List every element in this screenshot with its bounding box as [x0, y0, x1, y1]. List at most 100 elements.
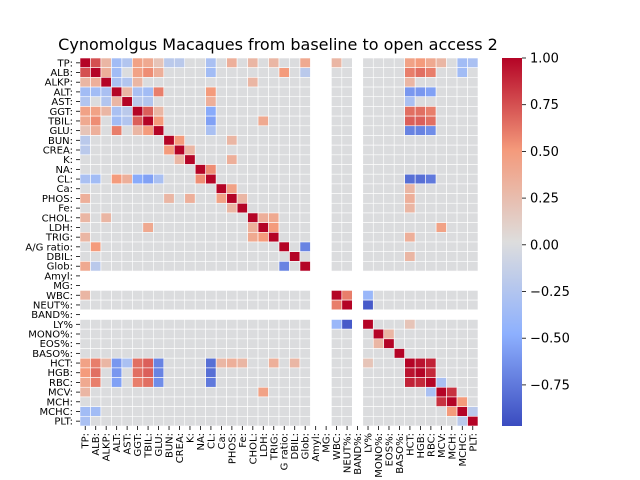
- heatmap-cell: [257, 377, 269, 388]
- heatmap-cell: [257, 367, 269, 378]
- heatmap-cell: [446, 173, 458, 185]
- heatmap-cell: [404, 183, 416, 194]
- heatmap-cell: [194, 183, 206, 194]
- heatmap-cell: [383, 144, 395, 156]
- heatmap-cell: [142, 173, 154, 185]
- heatmap-cell: [173, 154, 186, 165]
- heatmap-cell: [289, 115, 301, 127]
- heatmap-cell: [142, 77, 154, 88]
- heatmap-cell: [163, 386, 175, 398]
- heatmap-cell: [446, 396, 458, 407]
- y-tick-label: BUN:: [48, 136, 73, 147]
- heatmap-cell: [173, 164, 186, 175]
- heatmap-cell: [215, 386, 227, 398]
- heatmap-cell: [425, 67, 437, 78]
- heatmap-cell: [372, 299, 385, 311]
- heatmap-cell: [121, 202, 133, 214]
- heatmap-cell: [153, 222, 165, 233]
- heatmap-cell: [425, 261, 437, 272]
- heatmap-cell: [153, 251, 165, 262]
- heatmap-cell: [173, 106, 186, 117]
- heatmap-cell: [236, 193, 248, 204]
- heatmap-cell: [425, 212, 437, 223]
- heatmap-cell: [341, 135, 353, 146]
- heatmap-cell: [142, 193, 154, 204]
- heatmap-cell: [226, 173, 238, 185]
- heatmap-cell: [184, 348, 196, 359]
- heatmap-cell: [467, 125, 479, 136]
- heatmap-cell: [404, 125, 416, 136]
- heatmap-cell: [372, 406, 385, 417]
- heatmap-cell: [257, 202, 269, 214]
- heatmap-cell: [268, 328, 280, 340]
- heatmap-cell: [236, 164, 248, 175]
- heatmap-cell: [362, 357, 374, 369]
- heatmap-cell: [173, 232, 186, 243]
- heatmap-cell: [247, 67, 259, 78]
- heatmap-cell: [456, 386, 468, 398]
- heatmap-cell: [414, 348, 426, 359]
- heatmap-cell: [132, 106, 144, 117]
- heatmap-cell: [362, 164, 374, 175]
- heatmap-cell: [435, 386, 447, 398]
- heatmap-cell: [383, 193, 395, 204]
- heatmap-cell: [289, 357, 301, 369]
- heatmap-cell: [121, 135, 133, 146]
- heatmap-cell: [456, 348, 468, 359]
- heatmap-cell: [194, 77, 206, 88]
- heatmap-cell: [79, 416, 91, 427]
- heatmap-cell: [194, 96, 206, 107]
- heatmap-cell: [163, 86, 175, 98]
- heatmap-cell: [383, 319, 395, 330]
- heatmap-cell: [111, 338, 123, 349]
- heatmap-cell: [289, 183, 301, 194]
- heatmap-cell: [226, 261, 238, 272]
- heatmap-cell: [121, 241, 133, 252]
- heatmap-cell: [404, 193, 416, 204]
- heatmap-cell: [132, 57, 144, 68]
- heatmap-cell: [467, 96, 479, 107]
- heatmap-cell: [184, 202, 196, 214]
- heatmap-cell: [414, 319, 426, 330]
- heatmap-cell: [299, 232, 311, 243]
- heatmap-cell: [435, 154, 447, 165]
- heatmap-cell: [299, 106, 311, 117]
- heatmap-cell: [331, 183, 343, 194]
- heatmap-cell: [268, 125, 280, 136]
- heatmap-cell: [331, 357, 343, 369]
- heatmap-cell: [268, 348, 280, 359]
- heatmap-cell: [247, 96, 259, 107]
- heatmap-cell: [362, 57, 374, 68]
- y-tick-label: BAND%:: [31, 310, 73, 321]
- heatmap-cell: [278, 251, 290, 262]
- heatmap-cell: [383, 173, 395, 185]
- heatmap-cell: [111, 183, 123, 194]
- heatmap-cell: [467, 232, 479, 243]
- heatmap-cell: [121, 144, 133, 156]
- heatmap-cell: [100, 251, 112, 262]
- heatmap-cell: [142, 154, 154, 165]
- heatmap-cell: [383, 77, 395, 88]
- heatmap-cell: [435, 338, 447, 349]
- heatmap-cell: [299, 338, 311, 349]
- heatmap-cell: [446, 290, 458, 301]
- x-tick-label: BUN:: [165, 433, 176, 458]
- heatmap-cell: [372, 290, 385, 301]
- heatmap-cell: [268, 96, 280, 107]
- heatmap-cell: [236, 290, 248, 301]
- heatmap-cell: [163, 338, 175, 349]
- heatmap-cell: [205, 396, 217, 407]
- heatmap-cell: [289, 367, 301, 378]
- heatmap-cell: [153, 241, 165, 252]
- heatmap-cell: [362, 251, 374, 262]
- heatmap-cell: [278, 212, 290, 223]
- heatmap-cell: [257, 135, 269, 146]
- heatmap-cell: [121, 77, 133, 88]
- heatmap-cell: [331, 86, 343, 98]
- heatmap-cell: [111, 135, 123, 146]
- heatmap-cell: [372, 261, 385, 272]
- heatmap-cell: [456, 183, 468, 194]
- heatmap-cell: [467, 338, 479, 349]
- heatmap-cell: [414, 183, 426, 194]
- heatmap-cell: [205, 96, 217, 107]
